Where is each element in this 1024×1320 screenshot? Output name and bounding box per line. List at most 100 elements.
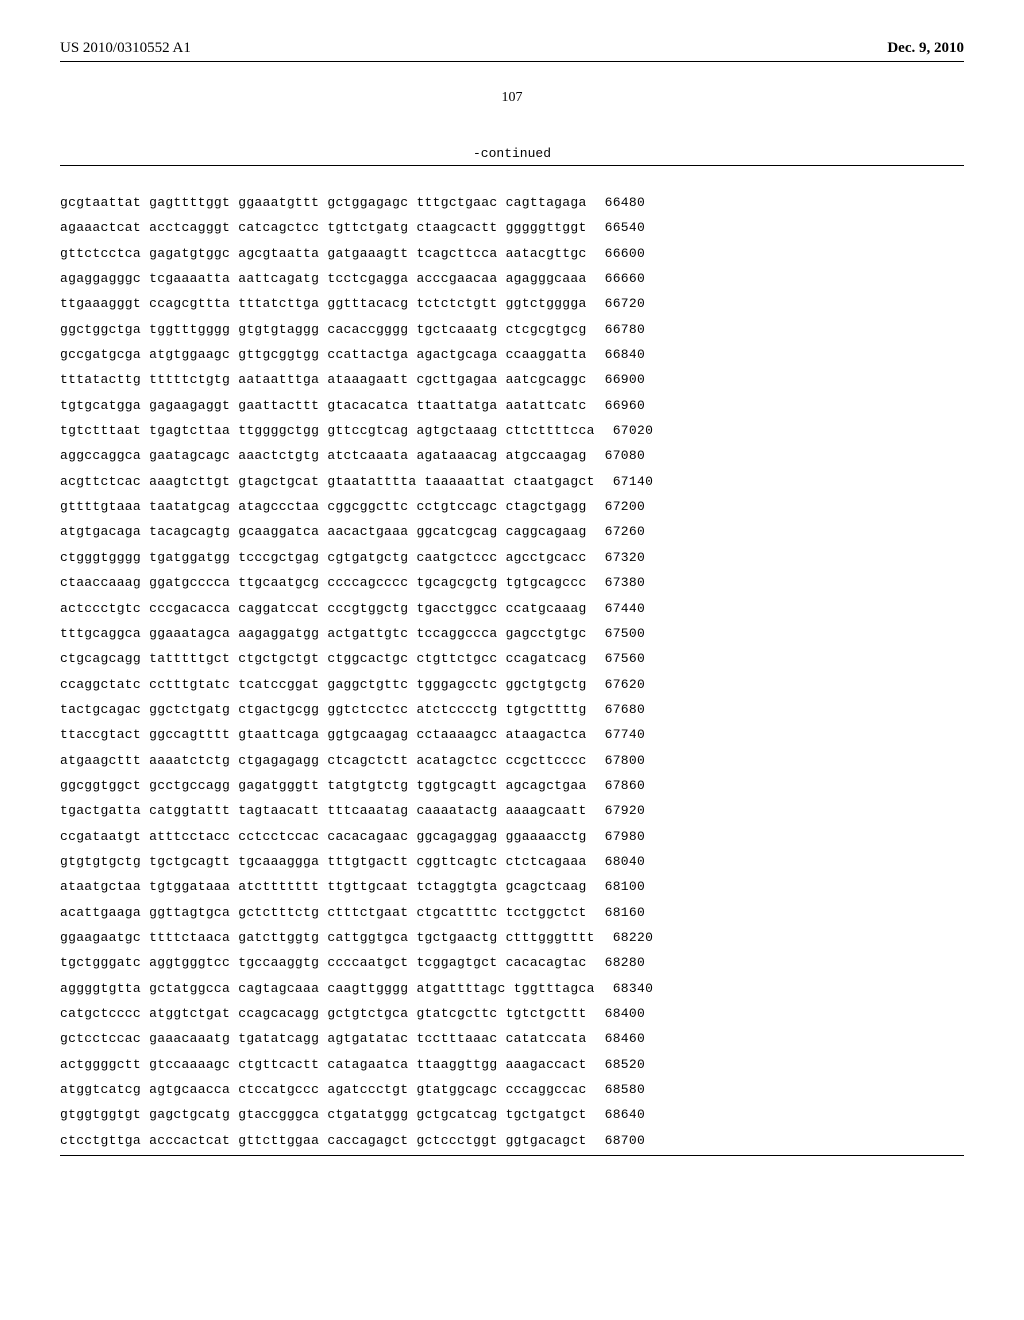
sequence-row: aggccaggca gaatagcagc aaactctgtg atctcaa… (60, 443, 964, 468)
sequence-blocks: catgctcccc atggtctgat ccagcacagg gctgtct… (60, 1001, 587, 1026)
sequence-blocks: tgactgatta catggtattt tagtaacatt tttcaaa… (60, 798, 587, 823)
sequence-position: 67080 (605, 443, 646, 468)
sequence-row: catgctcccc atggtctgat ccagcacagg gctgtct… (60, 1001, 964, 1026)
sequence-row: gtgtgtgctg tgctgcagtt tgcaaaggga tttgtga… (60, 849, 964, 874)
page-number: 107 (60, 90, 964, 106)
sequence-position: 66900 (605, 367, 646, 392)
sequence-row: tgctgggatc aggtgggtcc tgccaaggtg ccccaat… (60, 950, 964, 975)
sequence-blocks: acgttctcac aaagtcttgt gtagctgcat gtaatat… (60, 469, 595, 494)
sequence-blocks: acattgaaga ggttagtgca gctctttctg ctttctg… (60, 900, 587, 925)
sequence-position: 66540 (605, 215, 646, 240)
sequence-row: gccgatgcga atgtggaagc gttgcggtgg ccattac… (60, 342, 964, 367)
sequence-blocks: tgtctttaat tgagtcttaa ttggggctgg gttccgt… (60, 418, 595, 443)
sequence-blocks: ccaggctatc cctttgtatc tcatccggat gaggctg… (60, 672, 587, 697)
sequence-blocks: tgtgcatgga gagaagaggt gaattacttt gtacaca… (60, 393, 587, 418)
sequence-blocks: gcgtaattat gagttttggt ggaaatgttt gctggag… (60, 190, 587, 215)
sequence-row: agaggagggc tcgaaaatta aattcagatg tcctcga… (60, 266, 964, 291)
sequence-blocks: ataatgctaa tgtggataaa atcttttttt ttgttgc… (60, 874, 587, 899)
publication-date: Dec. 9, 2010 (887, 40, 964, 57)
sequence-table: gcgtaattat gagttttggt ggaaatgttt gctggag… (60, 165, 964, 1156)
sequence-row: agaaactcat acctcagggt catcagctcc tgttctg… (60, 215, 964, 240)
sequence-position: 66600 (605, 241, 646, 266)
sequence-blocks: actccctgtc cccgacacca caggatccat cccgtgg… (60, 596, 587, 621)
sequence-position: 66720 (605, 291, 646, 316)
sequence-blocks: agaaactcat acctcagggt catcagctcc tgttctg… (60, 215, 587, 240)
sequence-blocks: tttgcaggca ggaaatagca aagaggatgg actgatt… (60, 621, 587, 646)
sequence-blocks: gttttgtaaa taatatgcag atagccctaa cggcggc… (60, 494, 587, 519)
sequence-position: 67740 (605, 722, 646, 747)
sequence-row: tgactgatta catggtattt tagtaacatt tttcaaa… (60, 798, 964, 823)
sequence-blocks: actggggctt gtccaaaagc ctgttcactt catagaa… (60, 1052, 587, 1077)
sequence-position: 68340 (613, 976, 654, 1001)
sequence-blocks: aggccaggca gaatagcagc aaactctgtg atctcaa… (60, 443, 587, 468)
sequence-row: gcgtaattat gagttttggt ggaaatgttt gctggag… (60, 190, 964, 215)
sequence-row: ttaccgtact ggccagtttt gtaattcaga ggtgcaa… (60, 722, 964, 747)
sequence-blocks: ggcggtggct gcctgccagg gagatgggtt tatgtgt… (60, 773, 587, 798)
sequence-row: atgtgacaga tacagcagtg gcaaggatca aacactg… (60, 519, 964, 544)
sequence-blocks: aggggtgtta gctatggcca cagtagcaaa caagttg… (60, 976, 595, 1001)
sequence-row: ctaaccaaag ggatgcccca ttgcaatgcg ccccagc… (60, 570, 964, 595)
sequence-blocks: gtgtgtgctg tgctgcagtt tgcaaaggga tttgtga… (60, 849, 587, 874)
sequence-position: 68160 (605, 900, 646, 925)
sequence-blocks: gccgatgcga atgtggaagc gttgcggtgg ccattac… (60, 342, 587, 367)
sequence-blocks: ggctggctga tggtttgggg gtgtgtaggg cacaccg… (60, 317, 587, 342)
sequence-position: 68520 (605, 1052, 646, 1077)
sequence-row: tactgcagac ggctctgatg ctgactgcgg ggtctcc… (60, 697, 964, 722)
sequence-row: atgaagcttt aaaatctctg ctgagagagg ctcagct… (60, 748, 964, 773)
sequence-blocks: ccgataatgt atttcctacc cctcctccac cacacag… (60, 824, 587, 849)
sequence-row: ataatgctaa tgtggataaa atcttttttt ttgttgc… (60, 874, 964, 899)
sequence-row: ggctggctga tggtttgggg gtgtgtaggg cacaccg… (60, 317, 964, 342)
sequence-row: actccctgtc cccgacacca caggatccat cccgtgg… (60, 596, 964, 621)
sequence-position: 68640 (605, 1102, 646, 1127)
sequence-row: ggcggtggct gcctgccagg gagatgggtt tatgtgt… (60, 773, 964, 798)
sequence-blocks: tttatacttg tttttctgtg aataatttga ataaaga… (60, 367, 587, 392)
sequence-position: 68040 (605, 849, 646, 874)
sequence-position: 68100 (605, 874, 646, 899)
sequence-position: 66960 (605, 393, 646, 418)
sequence-position: 67260 (605, 519, 646, 544)
sequence-row: gttctcctca gagatgtggc agcgtaatta gatgaaa… (60, 241, 964, 266)
sequence-row: gttttgtaaa taatatgcag atagccctaa cggcggc… (60, 494, 964, 519)
sequence-blocks: ctcctgttga acccactcat gttcttggaa caccaga… (60, 1128, 587, 1153)
sequence-position: 66840 (605, 342, 646, 367)
sequence-position: 67380 (605, 570, 646, 595)
sequence-row: tgtctttaat tgagtcttaa ttggggctgg gttccgt… (60, 418, 964, 443)
sequence-blocks: gtggtggtgt gagctgcatg gtaccgggca ctgatat… (60, 1102, 587, 1127)
continued-label: -continued (60, 146, 964, 161)
sequence-position: 68280 (605, 950, 646, 975)
sequence-row: gtggtggtgt gagctgcatg gtaccgggca ctgatat… (60, 1102, 964, 1127)
sequence-row: gctcctccac gaaacaaatg tgatatcagg agtgata… (60, 1026, 964, 1051)
sequence-row: tttgcaggca ggaaatagca aagaggatgg actgatt… (60, 621, 964, 646)
sequence-blocks: tgctgggatc aggtgggtcc tgccaaggtg ccccaat… (60, 950, 587, 975)
sequence-blocks: atggtcatcg agtgcaacca ctccatgccc agatccc… (60, 1077, 587, 1102)
sequence-row: actggggctt gtccaaaagc ctgttcactt catagaa… (60, 1052, 964, 1077)
sequence-position: 68460 (605, 1026, 646, 1051)
sequence-position: 67440 (605, 596, 646, 621)
sequence-row: tgtgcatgga gagaagaggt gaattacttt gtacaca… (60, 393, 964, 418)
sequence-row: atggtcatcg agtgcaacca ctccatgccc agatccc… (60, 1077, 964, 1102)
header: US 2010/0310552 A1 Dec. 9, 2010 (60, 40, 964, 62)
sequence-position: 68220 (613, 925, 654, 950)
sequence-position: 67320 (605, 545, 646, 570)
sequence-row: acgttctcac aaagtcttgt gtagctgcat gtaatat… (60, 469, 964, 494)
sequence-position: 66780 (605, 317, 646, 342)
sequence-position: 67980 (605, 824, 646, 849)
sequence-position: 67620 (605, 672, 646, 697)
sequence-blocks: ctgcagcagg tatttttgct ctgctgctgt ctggcac… (60, 646, 587, 671)
sequence-position: 66660 (605, 266, 646, 291)
sequence-position: 67680 (605, 697, 646, 722)
sequence-position: 67800 (605, 748, 646, 773)
sequence-position: 68700 (605, 1128, 646, 1153)
sequence-blocks: ttgaaagggt ccagcgttta tttatcttga ggtttac… (60, 291, 587, 316)
sequence-position: 68580 (605, 1077, 646, 1102)
sequence-blocks: gctcctccac gaaacaaatg tgatatcagg agtgata… (60, 1026, 587, 1051)
sequence-position: 66480 (605, 190, 646, 215)
sequence-row: ctcctgttga acccactcat gttcttggaa caccaga… (60, 1128, 964, 1153)
sequence-row: ctgggtgggg tgatggatgg tcccgctgag cgtgatg… (60, 545, 964, 570)
sequence-position: 67500 (605, 621, 646, 646)
sequence-row: ttgaaagggt ccagcgttta tttatcttga ggtttac… (60, 291, 964, 316)
sequence-blocks: gttctcctca gagatgtggc agcgtaatta gatgaaa… (60, 241, 587, 266)
sequence-position: 67920 (605, 798, 646, 823)
sequence-row: ccaggctatc cctttgtatc tcatccggat gaggctg… (60, 672, 964, 697)
sequence-blocks: atgaagcttt aaaatctctg ctgagagagg ctcagct… (60, 748, 587, 773)
